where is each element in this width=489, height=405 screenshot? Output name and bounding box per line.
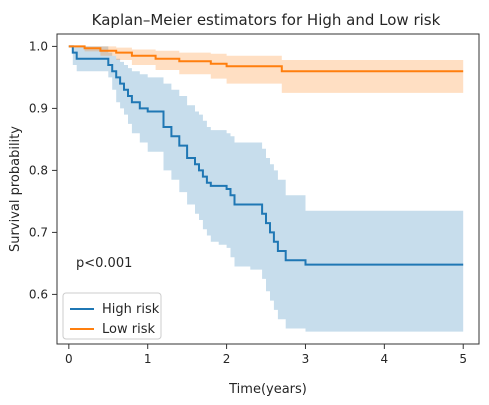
legend: High risk Low risk bbox=[62, 292, 162, 340]
y-tick-label: 0.7 bbox=[29, 225, 48, 239]
y-tick-label: 0.8 bbox=[29, 163, 48, 177]
y-tick-label: 1.0 bbox=[29, 39, 48, 53]
chart-title: Kaplan–Meier estimators for High and Low… bbox=[92, 11, 441, 29]
x-tick-label: 2 bbox=[223, 352, 231, 366]
y-tick-label: 0.6 bbox=[29, 287, 48, 301]
x-tick-label: 4 bbox=[381, 352, 389, 366]
y-axis: 0.6 0.7 0.8 0.9 1.0 bbox=[29, 39, 57, 301]
legend-label-high-risk: High risk bbox=[102, 302, 160, 317]
y-tick-label: 0.9 bbox=[29, 101, 48, 115]
x-axis: 0 1 2 3 4 5 bbox=[65, 344, 467, 366]
y-axis-label: Survival probability bbox=[8, 126, 23, 252]
x-tick-label: 3 bbox=[302, 352, 310, 366]
legend-label-low-risk: Low risk bbox=[102, 322, 155, 337]
plot-frame bbox=[56, 33, 480, 345]
survival-line-high-risk bbox=[68, 45, 464, 266]
x-tick-label: 0 bbox=[65, 352, 73, 366]
x-tick-label: 5 bbox=[459, 352, 467, 366]
legend-box bbox=[62, 292, 162, 340]
x-tick-label: 1 bbox=[144, 352, 152, 366]
survival-line-low-risk bbox=[68, 45, 464, 73]
ci-band-high-risk bbox=[68, 46, 464, 332]
x-axis-label: Time(years) bbox=[228, 382, 307, 397]
p-value-annotation: p<0.001 bbox=[76, 256, 132, 271]
